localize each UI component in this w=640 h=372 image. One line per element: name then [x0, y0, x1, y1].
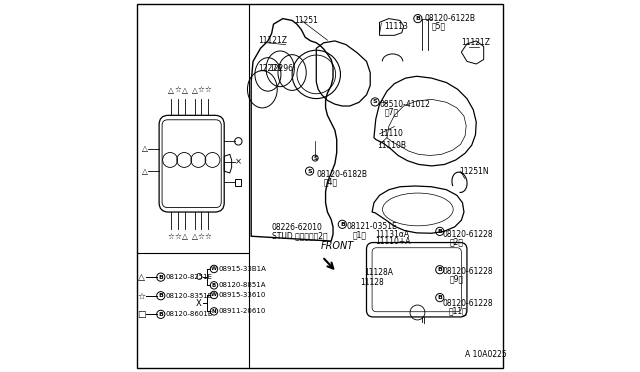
Text: 12279: 12279: [259, 64, 283, 73]
Text: 12296: 12296: [269, 64, 293, 73]
Text: 08121-0351E: 08121-0351E: [346, 222, 397, 231]
Text: 11121Z: 11121Z: [259, 36, 287, 45]
Text: △: △: [192, 232, 198, 241]
Text: 11121Z: 11121Z: [461, 38, 490, 47]
Text: 08915-33B1A: 08915-33B1A: [218, 266, 266, 272]
Text: （2）: （2）: [449, 237, 463, 246]
Text: 08120-8351E: 08120-8351E: [166, 293, 213, 299]
Bar: [235, 179, 241, 186]
Text: △: △: [182, 86, 188, 95]
Text: △: △: [192, 86, 198, 95]
Text: （1）: （1）: [353, 230, 367, 239]
Text: B: B: [340, 222, 345, 227]
Text: △: △: [168, 86, 174, 95]
Text: FRONT: FRONT: [321, 241, 354, 251]
Text: △: △: [182, 232, 188, 241]
Text: ☆: ☆: [168, 232, 175, 241]
Text: ☆: ☆: [205, 232, 211, 241]
Text: 08120-61228: 08120-61228: [443, 267, 493, 276]
Text: ☆: ☆: [138, 291, 145, 300]
Text: A 10A0225: A 10A0225: [465, 350, 507, 359]
Text: 08120-8851A: 08120-8851A: [218, 282, 266, 288]
Text: B: B: [158, 293, 163, 298]
Text: B: B: [158, 275, 163, 280]
Text: 11113: 11113: [384, 22, 408, 31]
Text: 08120-6182B: 08120-6182B: [316, 170, 367, 179]
Text: 11110B: 11110B: [378, 141, 406, 150]
Text: 11110: 11110: [380, 129, 403, 138]
Text: X: X: [196, 299, 202, 308]
Text: B: B: [437, 267, 442, 272]
Text: 08120-8601E: 08120-8601E: [166, 311, 213, 317]
Text: ☆: ☆: [175, 86, 181, 95]
Text: STUD スタッド（2）: STUD スタッド（2）: [273, 232, 328, 241]
Text: 11251N: 11251N: [460, 167, 489, 176]
Text: W: W: [211, 266, 217, 272]
Text: B: B: [437, 295, 442, 300]
Text: B: B: [212, 283, 216, 288]
Text: （5）: （5）: [431, 22, 445, 31]
Text: S: S: [313, 155, 317, 161]
Text: B: B: [158, 312, 163, 317]
Text: 08911-20610: 08911-20610: [218, 308, 266, 314]
Text: △: △: [142, 167, 148, 176]
Text: △: △: [138, 273, 145, 282]
Text: □: □: [137, 310, 146, 319]
Text: 08120-6122B: 08120-6122B: [424, 14, 475, 23]
Text: ×: ×: [235, 157, 242, 166]
Text: 08510-41012: 08510-41012: [380, 100, 430, 109]
Text: 08120-8251E: 08120-8251E: [166, 274, 213, 280]
Text: ☆: ☆: [198, 86, 205, 95]
Text: （4）: （4）: [324, 178, 338, 187]
Text: 11128A: 11128A: [364, 268, 393, 277]
Text: ☆: ☆: [175, 232, 181, 241]
Text: △: △: [142, 144, 148, 153]
Text: 11131αA: 11131αA: [375, 230, 409, 239]
Text: B: B: [415, 16, 420, 21]
Text: W: W: [211, 292, 217, 298]
Text: B: B: [437, 229, 442, 234]
Text: （11）: （11）: [449, 306, 467, 315]
Text: N: N: [212, 309, 216, 314]
Text: ☆: ☆: [205, 86, 211, 95]
Text: 08226-62010: 08226-62010: [271, 223, 323, 232]
Text: 11128: 11128: [360, 278, 384, 287]
Text: 08120-61228: 08120-61228: [443, 299, 493, 308]
Text: （9）: （9）: [449, 275, 463, 283]
Text: 08120-61228: 08120-61228: [443, 230, 493, 239]
Text: 08915-33610: 08915-33610: [218, 292, 266, 298]
Text: 11110+A: 11110+A: [375, 237, 410, 246]
Text: S: S: [372, 99, 378, 105]
Text: （7）: （7）: [385, 108, 399, 117]
Text: O: O: [196, 273, 202, 282]
Text: S: S: [307, 169, 312, 174]
Text: ☆: ☆: [198, 232, 205, 241]
Text: 11251: 11251: [294, 16, 318, 25]
